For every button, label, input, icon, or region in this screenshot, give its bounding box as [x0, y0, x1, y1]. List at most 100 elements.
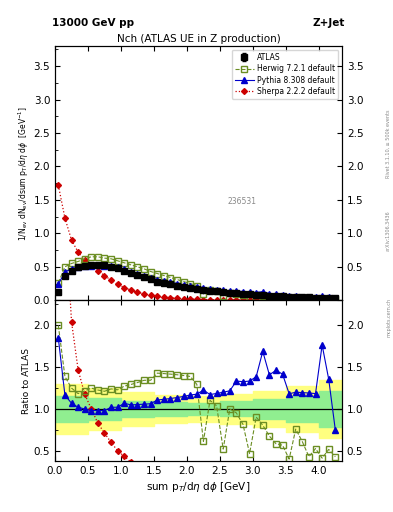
Pythia 8.308 default [181, 282, 186, 288]
Text: arXiv:1306.3436: arXiv:1306.3436 [386, 210, 391, 251]
Pythia 8.308 default [76, 264, 81, 270]
Pythia 8.308 default [195, 284, 199, 290]
Herwig 7.2.1 default [56, 280, 61, 286]
Herwig 7.2.1 default [333, 296, 338, 303]
Sherpa 2.2.2 default [56, 182, 61, 188]
Herwig 7.2.1 default [221, 293, 226, 299]
Pythia 8.308 default [102, 263, 107, 269]
Herwig 7.2.1 default [109, 255, 114, 262]
Sherpa 2.2.2 default [195, 296, 199, 303]
Herwig 7.2.1 default [76, 259, 81, 265]
Pythia 8.308 default [333, 296, 338, 302]
Herwig 7.2.1 default [83, 255, 87, 262]
Pythia 8.308 default [83, 263, 87, 269]
Herwig 7.2.1 default [241, 292, 245, 298]
Herwig 7.2.1 default [129, 262, 133, 268]
Pythia 8.308 default [280, 291, 285, 297]
Sherpa 2.2.2 default [95, 268, 100, 274]
Sherpa 2.2.2 default [300, 297, 305, 303]
Herwig 7.2.1 default [228, 289, 232, 295]
Pythia 8.308 default [307, 294, 311, 300]
Herwig 7.2.1 default [254, 292, 259, 298]
Y-axis label: 1/N$_{\mathregular{ev}}$ dN$_{\mathregular{ev}}$/dsum p$_{\mathregular{T}}$/d$\e: 1/N$_{\mathregular{ev}}$ dN$_{\mathregul… [17, 106, 31, 241]
Pythia 8.308 default [115, 264, 120, 270]
Herwig 7.2.1 default [287, 296, 292, 302]
Pythia 8.308 default [313, 294, 318, 301]
Herwig 7.2.1 default [155, 270, 160, 276]
Pythia 8.308 default [155, 276, 160, 283]
Text: Rivet 3.1.10, ≥ 500k events: Rivet 3.1.10, ≥ 500k events [386, 109, 391, 178]
Herwig 7.2.1 default [122, 260, 127, 266]
Herwig 7.2.1 default [148, 268, 153, 274]
Herwig 7.2.1 default [326, 296, 331, 302]
Pythia 8.308 default [148, 274, 153, 281]
Pythia 8.308 default [62, 269, 67, 275]
Pythia 8.308 default [300, 293, 305, 300]
Pythia 8.308 default [287, 293, 292, 299]
Sherpa 2.2.2 default [142, 291, 147, 297]
Pythia 8.308 default [174, 281, 179, 287]
Pythia 8.308 default [241, 288, 245, 294]
Pythia 8.308 default [261, 288, 265, 294]
Line: Herwig 7.2.1 default: Herwig 7.2.1 default [55, 254, 338, 302]
Text: Z+Jet: Z+Jet [312, 18, 345, 28]
Sherpa 2.2.2 default [69, 237, 74, 243]
Sherpa 2.2.2 default [333, 297, 338, 303]
Herwig 7.2.1 default [294, 294, 298, 301]
Sherpa 2.2.2 default [155, 293, 160, 300]
Pythia 8.308 default [221, 287, 226, 293]
Herwig 7.2.1 default [234, 290, 239, 296]
Herwig 7.2.1 default [162, 272, 166, 279]
Sherpa 2.2.2 default [174, 295, 179, 302]
Sherpa 2.2.2 default [83, 257, 87, 263]
Herwig 7.2.1 default [300, 295, 305, 302]
Pythia 8.308 default [274, 291, 278, 297]
Herwig 7.2.1 default [168, 274, 173, 281]
Pythia 8.308 default [168, 279, 173, 285]
Line: Sherpa 2.2.2 default: Sherpa 2.2.2 default [56, 183, 338, 302]
Text: 236531: 236531 [227, 197, 256, 206]
Herwig 7.2.1 default [247, 294, 252, 301]
Sherpa 2.2.2 default [89, 263, 94, 269]
Legend: ATLAS, Herwig 7.2.1 default, Pythia 8.308 default, Sherpa 2.2.2 default: ATLAS, Herwig 7.2.1 default, Pythia 8.30… [232, 50, 338, 99]
Sherpa 2.2.2 default [102, 272, 107, 279]
Herwig 7.2.1 default [188, 281, 193, 287]
Sherpa 2.2.2 default [129, 287, 133, 293]
Herwig 7.2.1 default [181, 279, 186, 285]
Sherpa 2.2.2 default [122, 285, 127, 291]
Herwig 7.2.1 default [142, 266, 147, 272]
Pythia 8.308 default [228, 288, 232, 294]
Sherpa 2.2.2 default [274, 297, 278, 303]
Sherpa 2.2.2 default [280, 297, 285, 303]
Pythia 8.308 default [201, 285, 206, 291]
Pythia 8.308 default [234, 288, 239, 294]
Pythia 8.308 default [89, 263, 94, 269]
Herwig 7.2.1 default [313, 296, 318, 302]
Sherpa 2.2.2 default [62, 215, 67, 221]
Sherpa 2.2.2 default [313, 297, 318, 303]
Pythia 8.308 default [129, 268, 133, 274]
Sherpa 2.2.2 default [115, 281, 120, 287]
Sherpa 2.2.2 default [162, 294, 166, 300]
Herwig 7.2.1 default [280, 295, 285, 301]
Pythia 8.308 default [254, 289, 259, 295]
Text: 13000 GeV pp: 13000 GeV pp [52, 18, 134, 28]
Herwig 7.2.1 default [208, 287, 212, 293]
Pythia 8.308 default [69, 266, 74, 272]
Sherpa 2.2.2 default [221, 297, 226, 303]
Sherpa 2.2.2 default [261, 297, 265, 303]
Herwig 7.2.1 default [261, 293, 265, 299]
Pythia 8.308 default [320, 293, 325, 300]
Sherpa 2.2.2 default [241, 297, 245, 303]
Title: Nch (ATLAS UE in Z production): Nch (ATLAS UE in Z production) [117, 34, 280, 44]
Pythia 8.308 default [208, 286, 212, 292]
Herwig 7.2.1 default [62, 264, 67, 270]
Herwig 7.2.1 default [214, 288, 219, 294]
Pythia 8.308 default [294, 293, 298, 300]
Sherpa 2.2.2 default [168, 295, 173, 301]
Herwig 7.2.1 default [95, 254, 100, 260]
Herwig 7.2.1 default [135, 264, 140, 270]
Pythia 8.308 default [142, 272, 147, 279]
Pythia 8.308 default [214, 287, 219, 293]
Text: mcplots.cern.ch: mcplots.cern.ch [386, 298, 391, 337]
